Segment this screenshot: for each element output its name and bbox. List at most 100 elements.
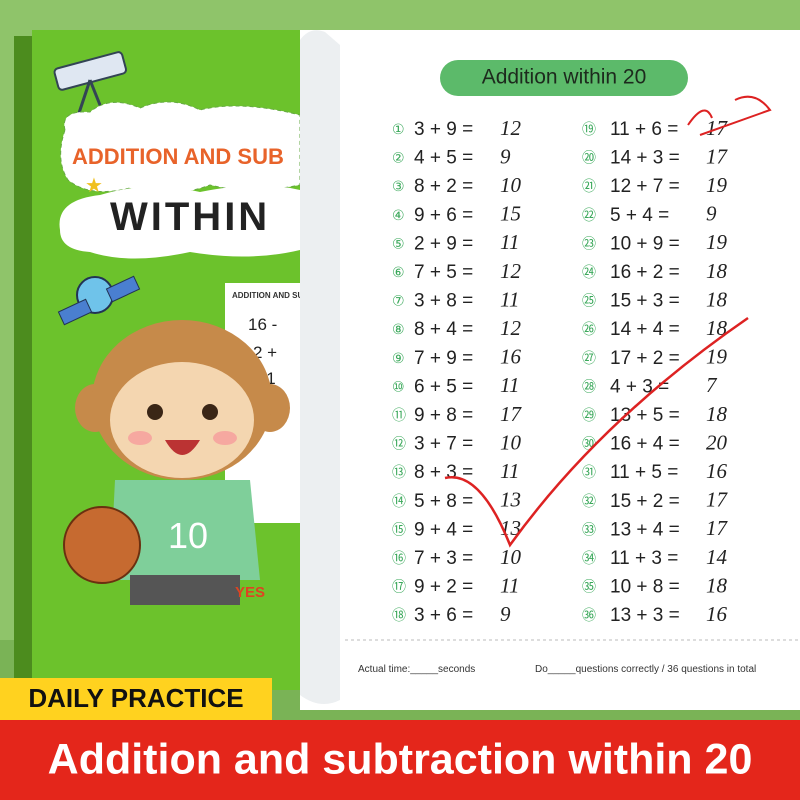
- problem-number: ㉞: [582, 551, 596, 567]
- equation: 13 + 5 =: [610, 405, 680, 426]
- answer: 11: [500, 230, 519, 254]
- equation: 5 + 4 =: [610, 205, 669, 226]
- equation: 8 + 4 =: [414, 319, 473, 340]
- check-mark: [444, 316, 749, 548]
- answer: 19: [706, 345, 728, 369]
- answer: 12: [500, 316, 522, 340]
- tag-text: DAILY PRACTICE: [28, 683, 243, 713]
- mini-line: 16 -: [248, 315, 277, 334]
- problem-number: ⑯: [392, 551, 406, 567]
- monkey: [63, 320, 290, 605]
- equation: 16 + 2 =: [610, 262, 680, 283]
- problem-number: ㉓: [582, 236, 596, 252]
- answer: 18: [706, 287, 728, 311]
- problem-number: ⑧: [392, 322, 405, 338]
- equation: 7 + 9 =: [414, 348, 473, 369]
- problem-number: ⑰: [392, 580, 406, 596]
- answer: 12: [500, 116, 522, 140]
- equation: 9 + 8 =: [414, 405, 473, 426]
- equation: 3 + 7 =: [414, 434, 473, 455]
- cover-title: ADDITION AND SUB: [72, 144, 284, 169]
- title-pill: [440, 60, 688, 96]
- problem-number: ㉟: [582, 580, 596, 596]
- answer: 17: [500, 402, 523, 426]
- problem-number: ⑱: [392, 608, 406, 624]
- equation: 3 + 6 =: [414, 605, 473, 626]
- problem-number: ①: [392, 122, 405, 138]
- problem-number: ⑥: [392, 265, 405, 281]
- page-title: Addition within 20: [482, 66, 647, 89]
- equation: 13 + 4 =: [610, 519, 680, 540]
- cover-tag: YES: [235, 584, 265, 601]
- answer: 15: [500, 202, 521, 226]
- problem-number: ⑦: [392, 294, 405, 310]
- mini-line: 2 +: [253, 343, 277, 362]
- satellite: [57, 275, 141, 326]
- problem-number: ⑮: [392, 522, 406, 538]
- equation: 7 + 5 =: [414, 262, 473, 283]
- problem-number: ㉘: [582, 379, 596, 395]
- star: ★: [85, 175, 103, 197]
- problem-number: ③: [392, 179, 405, 195]
- equation: 11 + 5 =: [610, 462, 678, 483]
- page: [300, 30, 800, 710]
- equation: 9 + 4 =: [414, 519, 473, 540]
- problem-number: ㉝: [582, 522, 596, 538]
- equation: 3 + 8 =: [414, 291, 473, 312]
- equation: 15 + 3 =: [610, 291, 680, 312]
- tag-box: [0, 678, 272, 720]
- scribble: [687, 95, 772, 136]
- equation: 6 + 5 =: [414, 376, 473, 397]
- equation: 14 + 3 =: [610, 148, 680, 169]
- problem-number: ㉖: [582, 322, 596, 338]
- answer: 12: [500, 259, 522, 283]
- answer: 9: [706, 202, 717, 226]
- problem-number: ②: [392, 151, 405, 167]
- answer: 18: [706, 316, 728, 340]
- problem-number: ㉒: [582, 208, 596, 224]
- problem-number: ㉗: [582, 351, 596, 367]
- footer-left: Actual time:_____seconds: [358, 664, 475, 675]
- equation: 11 + 3 =: [610, 548, 678, 569]
- problem-number: ㉔: [582, 265, 596, 281]
- problem-number: ⑫: [392, 437, 406, 453]
- page-curl: [300, 30, 340, 704]
- answer: 16: [706, 459, 728, 483]
- answer: 19: [706, 173, 728, 197]
- problem-number: ⑨: [392, 351, 405, 367]
- answer: 16: [706, 602, 728, 626]
- answer: 10: [500, 430, 522, 454]
- equation: 14 + 4 =: [610, 319, 680, 340]
- problem-number: ⑲: [582, 122, 596, 138]
- answer: 11: [500, 373, 519, 397]
- equation: 4 + 5 =: [414, 148, 473, 169]
- answer: 13: [500, 488, 521, 512]
- cover-title-2: WITHIN: [110, 195, 270, 239]
- equation: 10 + 8 =: [610, 577, 680, 598]
- equation: 3 + 9 =: [414, 119, 473, 140]
- answer: 20: [706, 430, 728, 454]
- equation: 13 + 3 =: [610, 605, 680, 626]
- equation: 17 + 2 =: [610, 348, 680, 369]
- shirt-number: 10: [168, 515, 208, 556]
- answer: 9: [500, 144, 511, 168]
- equation: 4 + 3 =: [610, 376, 669, 397]
- answer: 18: [706, 402, 728, 426]
- equation: 9 + 6 =: [414, 205, 473, 226]
- problem-number: ㉙: [582, 408, 596, 424]
- equation: 2 + 9 =: [414, 233, 473, 254]
- banner: [0, 720, 800, 800]
- equation: 9 + 2 =: [414, 577, 473, 598]
- problem-list: ① 3 + 9 = 12 ② 4 + 5 = 9 ③ 8 + 2 = 10 ④ 9 + 6 = 15 ⑤…: [392, 116, 729, 626]
- answer: 9: [500, 602, 511, 626]
- answer: 17: [706, 488, 729, 512]
- answer: 18: [706, 259, 728, 283]
- equation: 8 + 2 =: [414, 176, 473, 197]
- problem-number: ⑬: [392, 465, 406, 481]
- answer: 17: [706, 516, 729, 540]
- problem-number: ⑤: [392, 236, 405, 252]
- answer: 11: [500, 573, 519, 597]
- answer: 11: [500, 459, 519, 483]
- problem-number: ⑳: [582, 151, 596, 167]
- problem-number: ㉛: [582, 465, 596, 481]
